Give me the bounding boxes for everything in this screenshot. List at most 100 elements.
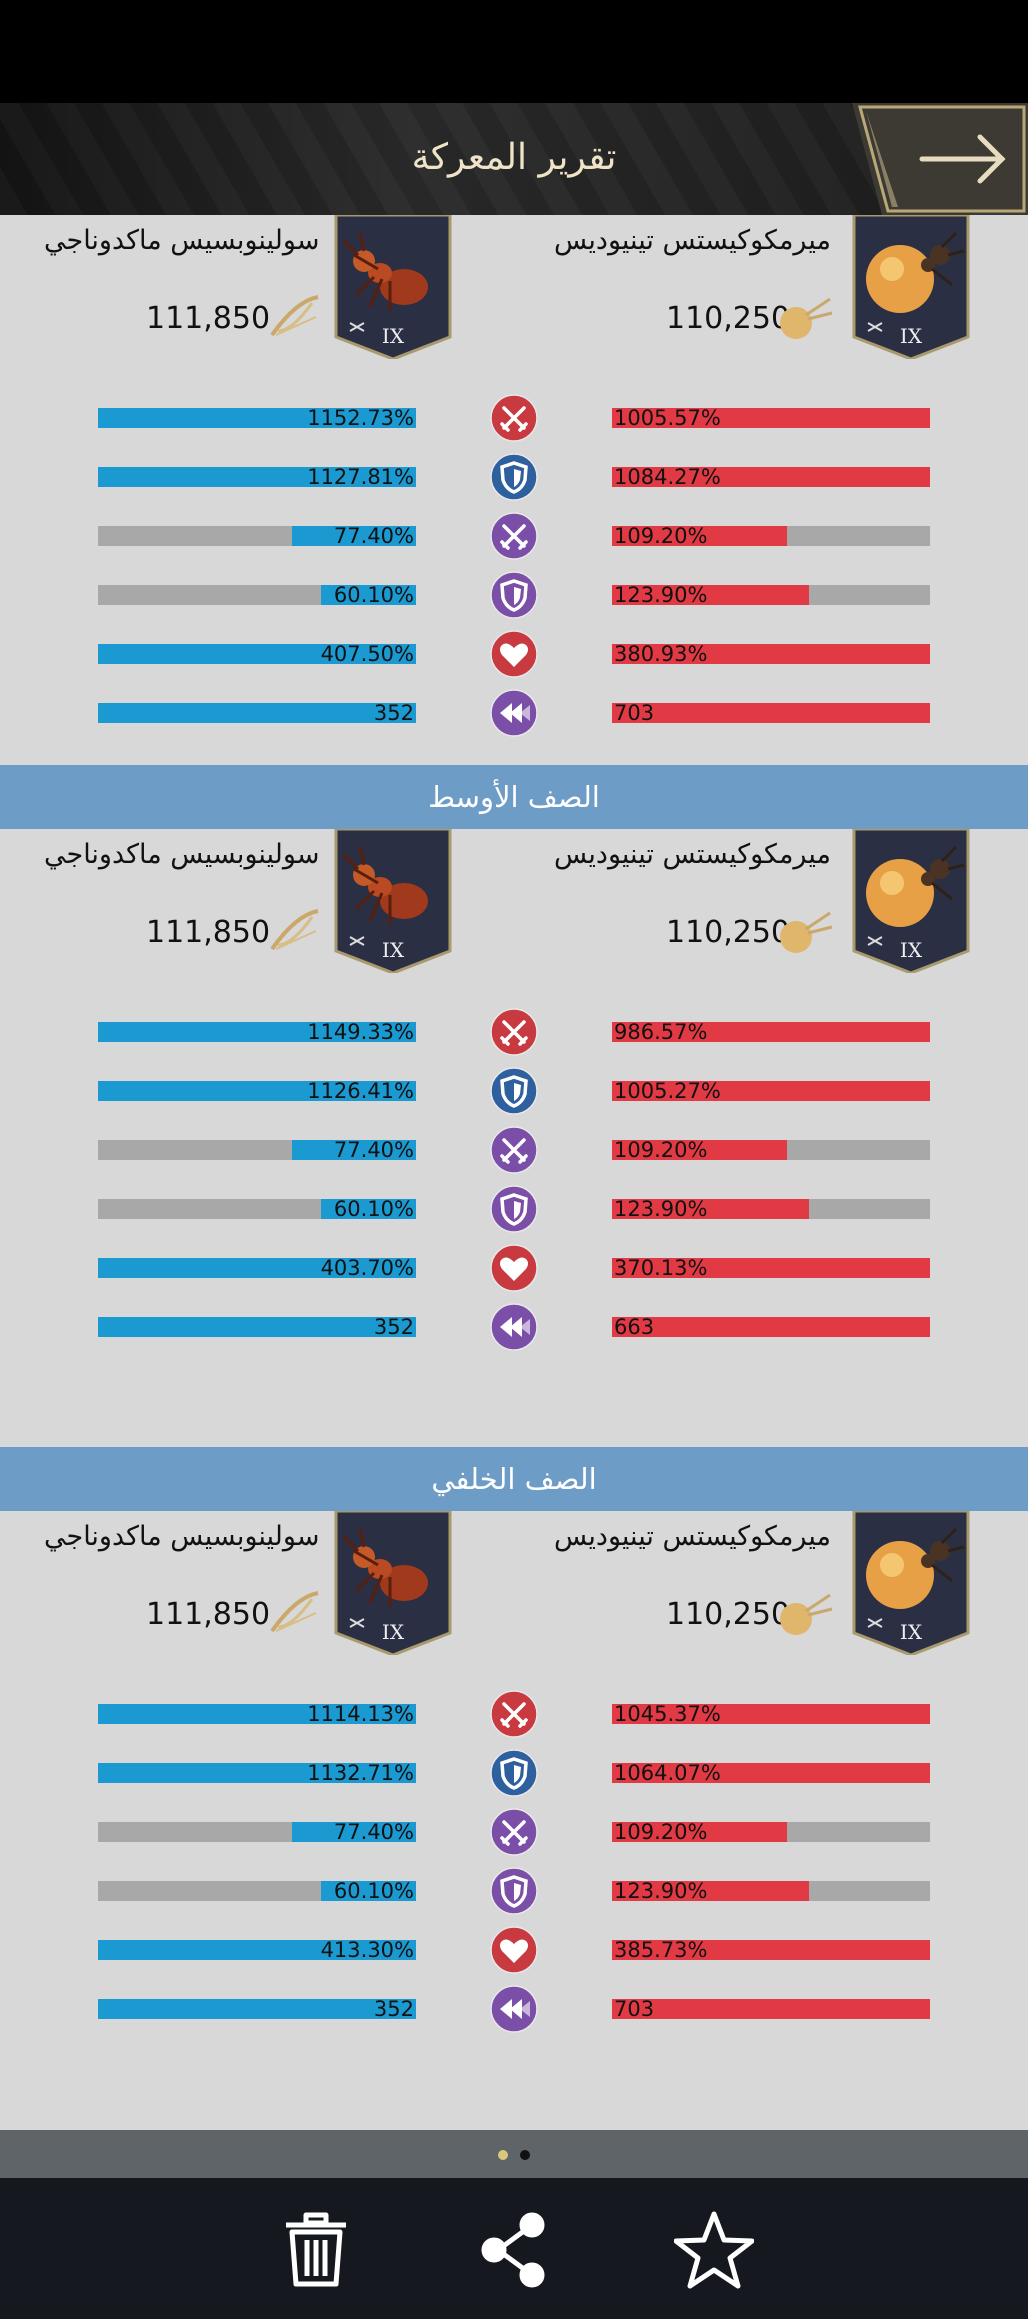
stat-bar-right: 1005.27% — [612, 1079, 930, 1103]
unit-name-right: ميرمكوكيستس تينيوديس — [554, 225, 831, 256]
row-header-back: الصف الخلفي — [0, 1447, 1028, 1511]
stat-value-left: 407.50% — [320, 642, 414, 666]
archer-unit-icon — [270, 909, 319, 951]
stat-value-left: 60.10% — [333, 1879, 414, 1903]
speed-icon[interactable] — [490, 689, 538, 737]
stat-bar-left: 1127.81% — [98, 465, 416, 489]
stat-bar-right: 123.90% — [612, 1197, 930, 1221]
stat-value-right: 380.93% — [614, 642, 708, 666]
stat-bar-right: 1005.57% — [612, 406, 930, 430]
gunner-unit-icon — [780, 911, 833, 953]
unit-name-left: سولينوبسيس ماكدوناجي — [44, 225, 320, 256]
stat-bar-left: 1149.33% — [98, 1020, 416, 1044]
page-dot-1[interactable] — [498, 2150, 508, 2160]
share-icon[interactable] — [474, 2210, 554, 2290]
stat-value-right: 370.13% — [614, 1256, 708, 1280]
stat-bar-fill — [98, 1258, 416, 1278]
defense-bonus-icon[interactable] — [490, 1867, 538, 1915]
back-button[interactable] — [852, 103, 1028, 215]
stat-bar-left: 1126.41% — [98, 1079, 416, 1103]
stat-bar-fill — [321, 585, 416, 605]
svg-text:IX: IX — [900, 938, 923, 962]
stat-bar-fill — [321, 1199, 416, 1219]
attack-icon[interactable] — [490, 394, 538, 442]
stat-bar-fill — [98, 408, 416, 428]
speed-icon[interactable] — [490, 1303, 538, 1351]
page-dot-2[interactable] — [520, 2150, 530, 2160]
defense-icon[interactable] — [490, 1749, 538, 1797]
stat-bar-fill — [292, 1140, 416, 1160]
health-icon[interactable] — [490, 1244, 538, 1292]
trash-icon[interactable] — [276, 2210, 356, 2290]
stat-bar-right: 380.93% — [612, 642, 930, 666]
stat-bar-right: 385.73% — [612, 1938, 930, 1962]
stat-value-left: 77.40% — [333, 1138, 414, 1162]
stat-bar-fill — [98, 467, 416, 487]
defense-icon[interactable] — [490, 1067, 538, 1115]
attack-bonus-icon[interactable] — [490, 1126, 538, 1174]
stat-bar-fill — [98, 1940, 416, 1960]
stat-bar-right: 1084.27% — [612, 465, 930, 489]
defense-bonus-icon[interactable] — [490, 1185, 538, 1233]
stat-value-left: 352 — [373, 701, 414, 725]
stat-bar-fill — [612, 1199, 809, 1219]
red-ant-image — [342, 846, 428, 925]
stat-bar-left: 1132.71% — [98, 1761, 416, 1785]
stat-value-right: 663 — [614, 1315, 655, 1339]
attack-bonus-icon[interactable] — [490, 512, 538, 560]
attack-icon[interactable] — [490, 1008, 538, 1056]
stat-bar-fill — [321, 1881, 416, 1901]
unit-portrait-left[interactable]: IX — [334, 215, 452, 359]
svg-text:IX: IX — [900, 1620, 923, 1644]
stat-value-right: 385.73% — [614, 1938, 708, 1962]
stat-value-left: 1126.41% — [307, 1079, 414, 1103]
unit-power-right: 110,250 — [666, 1597, 791, 1632]
stat-bar-fill — [98, 1763, 416, 1783]
stat-bar-right: 109.20% — [612, 1138, 930, 1162]
unit-power-right: 110,250 — [666, 301, 791, 336]
stat-value-left: 413.30% — [320, 1938, 414, 1962]
stat-bar-right: 370.13% — [612, 1256, 930, 1280]
star-icon[interactable] — [674, 2210, 754, 2290]
stat-bar-left: 403.70% — [98, 1256, 416, 1280]
stat-value-right: 123.90% — [614, 1197, 708, 1221]
stat-bar-fill — [612, 1763, 930, 1783]
health-icon[interactable] — [490, 1926, 538, 1974]
stat-bar-right: 123.90% — [612, 1879, 930, 1903]
stat-bar-right: 109.20% — [612, 1820, 930, 1844]
stat-bar-fill — [612, 526, 787, 546]
stat-bar-fill — [612, 1704, 930, 1724]
attack-icon[interactable] — [490, 1690, 538, 1738]
stat-bar-fill — [612, 408, 930, 428]
page-title: تقرير المعركة — [411, 137, 617, 178]
svg-text:IX: IX — [382, 324, 405, 348]
stat-bar-fill — [292, 1822, 416, 1842]
defense-icon[interactable] — [490, 453, 538, 501]
health-icon[interactable] — [490, 630, 538, 678]
unit-name-right: ميرمكوكيستس تينيوديس — [554, 839, 831, 870]
unit-portrait-left[interactable]: IX — [334, 829, 452, 973]
unit-portrait-left[interactable]: IX — [334, 1511, 452, 1655]
unit-power-left: 111,850 — [146, 915, 271, 950]
stat-bar-fill — [612, 1081, 930, 1101]
unit-portrait-right[interactable]: IX — [852, 1511, 970, 1655]
stat-value-left: 403.70% — [320, 1256, 414, 1280]
attack-bonus-icon[interactable] — [490, 1808, 538, 1856]
stat-value-left: 1132.71% — [307, 1761, 414, 1785]
stat-value-right: 123.90% — [614, 1879, 708, 1903]
stat-value-right: 123.90% — [614, 583, 708, 607]
defense-bonus-icon[interactable] — [490, 571, 538, 619]
stat-bar-left: 60.10% — [98, 1879, 416, 1903]
stat-value-left: 60.10% — [333, 583, 414, 607]
stat-bar-fill — [98, 703, 416, 723]
unit-portrait-right[interactable]: IX — [852, 829, 970, 973]
stat-bar-fill — [612, 1940, 930, 1960]
page-indicator — [0, 2130, 1028, 2178]
stat-bar-left: 352 — [98, 1997, 416, 2021]
stat-value-right: 109.20% — [614, 524, 708, 548]
stat-bar-fill — [612, 1022, 930, 1042]
stat-value-left: 1149.33% — [307, 1020, 414, 1044]
stat-bar-fill — [612, 1258, 930, 1278]
unit-portrait-right[interactable]: IX — [852, 215, 970, 359]
speed-icon[interactable] — [490, 1985, 538, 2033]
